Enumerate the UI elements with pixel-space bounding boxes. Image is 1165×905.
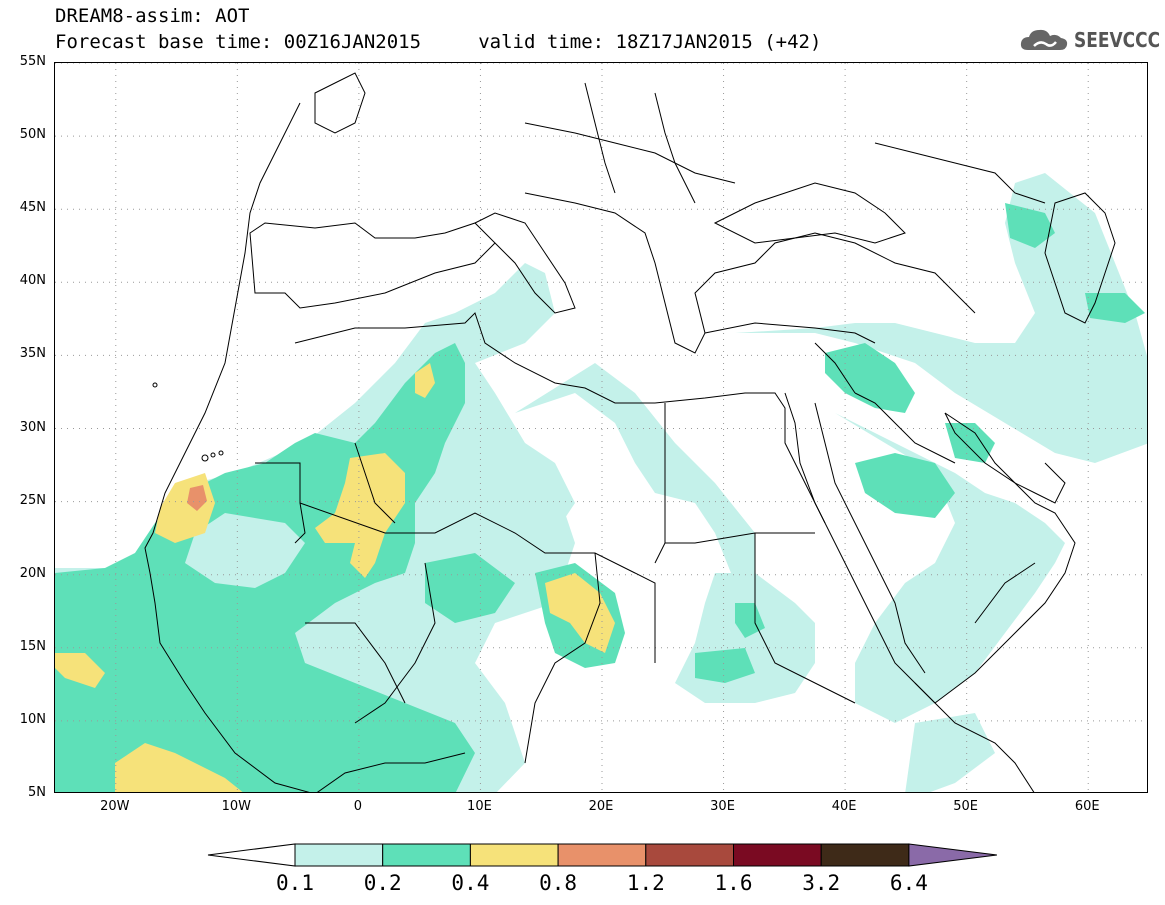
- latitude-tick-label: 20N: [19, 565, 46, 581]
- aot-band-0-8: [187, 485, 207, 511]
- logo-text: SEEVCCC: [1074, 28, 1161, 52]
- coastlines: [144, 72, 1116, 792]
- latitude-tick-label: 10N: [19, 711, 46, 727]
- latitude-tick-label: 25N: [19, 492, 46, 508]
- colorbar-swatch: [382, 843, 471, 867]
- colorbar-level-label: 0.4: [451, 871, 490, 895]
- colorbar-swatch: [733, 843, 822, 867]
- latitude-tick-label: 50N: [19, 127, 46, 143]
- colorbar-low-arrow: [207, 843, 296, 867]
- colorbar-swatch: [469, 843, 559, 867]
- longitude-tick-label: 0: [353, 799, 363, 814]
- colorbar-level-label: 0.8: [539, 871, 578, 895]
- map-panel: [54, 62, 1148, 793]
- latitude-tick-label: 45N: [19, 200, 46, 216]
- colorbar-level-label: 1.2: [626, 871, 665, 895]
- map-gridlines: [55, 63, 1147, 792]
- colorbar-level-label: 6.4: [889, 871, 928, 895]
- seevccc-logo: SEEVCCC: [1018, 26, 1165, 54]
- latitude-tick-label: 35N: [19, 346, 46, 362]
- longitude-tick-label: 20E: [588, 799, 614, 814]
- colorbar-swatch: [645, 843, 734, 867]
- longitude-tick-label: 10E: [467, 799, 492, 814]
- map-canvas: [55, 63, 1147, 792]
- colorbar-level-label: 1.6: [714, 871, 753, 895]
- latitude-tick-label: 55N: [19, 54, 46, 69]
- colorbar-level-label: 0.1: [276, 871, 314, 895]
- latitude-tick-label: 5N: [28, 785, 46, 800]
- colorbar-swatch: [820, 843, 910, 867]
- colorbar-level-label: 0.2: [363, 871, 402, 895]
- colorbar: [207, 843, 997, 867]
- longitude-tick-label: 20W: [100, 799, 130, 814]
- colorbar-level-label: 3.2: [802, 871, 841, 895]
- latitude-tick-label: 30N: [19, 419, 46, 435]
- longitude-tick-label: 60E: [1074, 799, 1100, 814]
- map-title: DREAM8-assim: AOT: [55, 5, 250, 27]
- longitude-tick-label: 40E: [831, 799, 857, 814]
- longitude-tick-label: 50E: [953, 799, 979, 814]
- forecast-time-info: Forecast base time: 00Z16JAN2015 valid t…: [55, 31, 822, 53]
- colorbar-high-arrow: [908, 843, 997, 867]
- cloud-icon: [1020, 29, 1068, 50]
- longitude-tick-label: 10W: [221, 799, 252, 814]
- latitude-tick-label: 40N: [19, 273, 46, 289]
- colorbar-swatch: [557, 843, 647, 867]
- colorbar-swatch: [294, 843, 384, 867]
- longitude-tick-label: 30E: [710, 799, 735, 814]
- latitude-tick-label: 15N: [19, 638, 46, 654]
